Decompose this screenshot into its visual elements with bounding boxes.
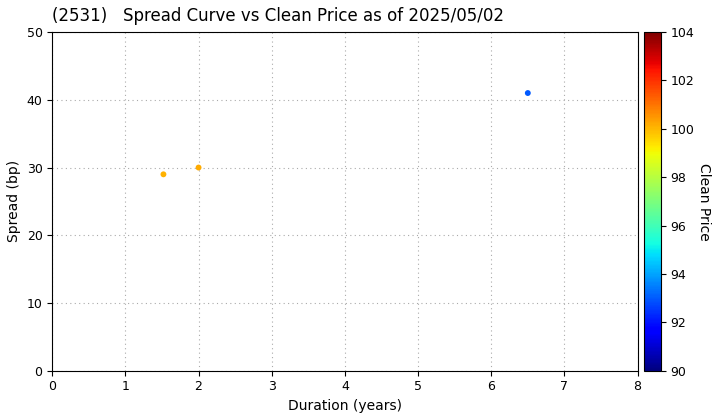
Point [193, 164, 204, 171]
Y-axis label: Spread (bp): Spread (bp) [7, 160, 21, 242]
X-axis label: Duration (years): Duration (years) [288, 399, 402, 413]
Text: (2531)   Spread Curve vs Clean Price as of 2025/05/02: (2531) Spread Curve vs Clean Price as of… [53, 7, 504, 25]
Point [158, 171, 169, 178]
Y-axis label: Clean Price: Clean Price [697, 163, 711, 240]
Point [522, 89, 534, 96]
